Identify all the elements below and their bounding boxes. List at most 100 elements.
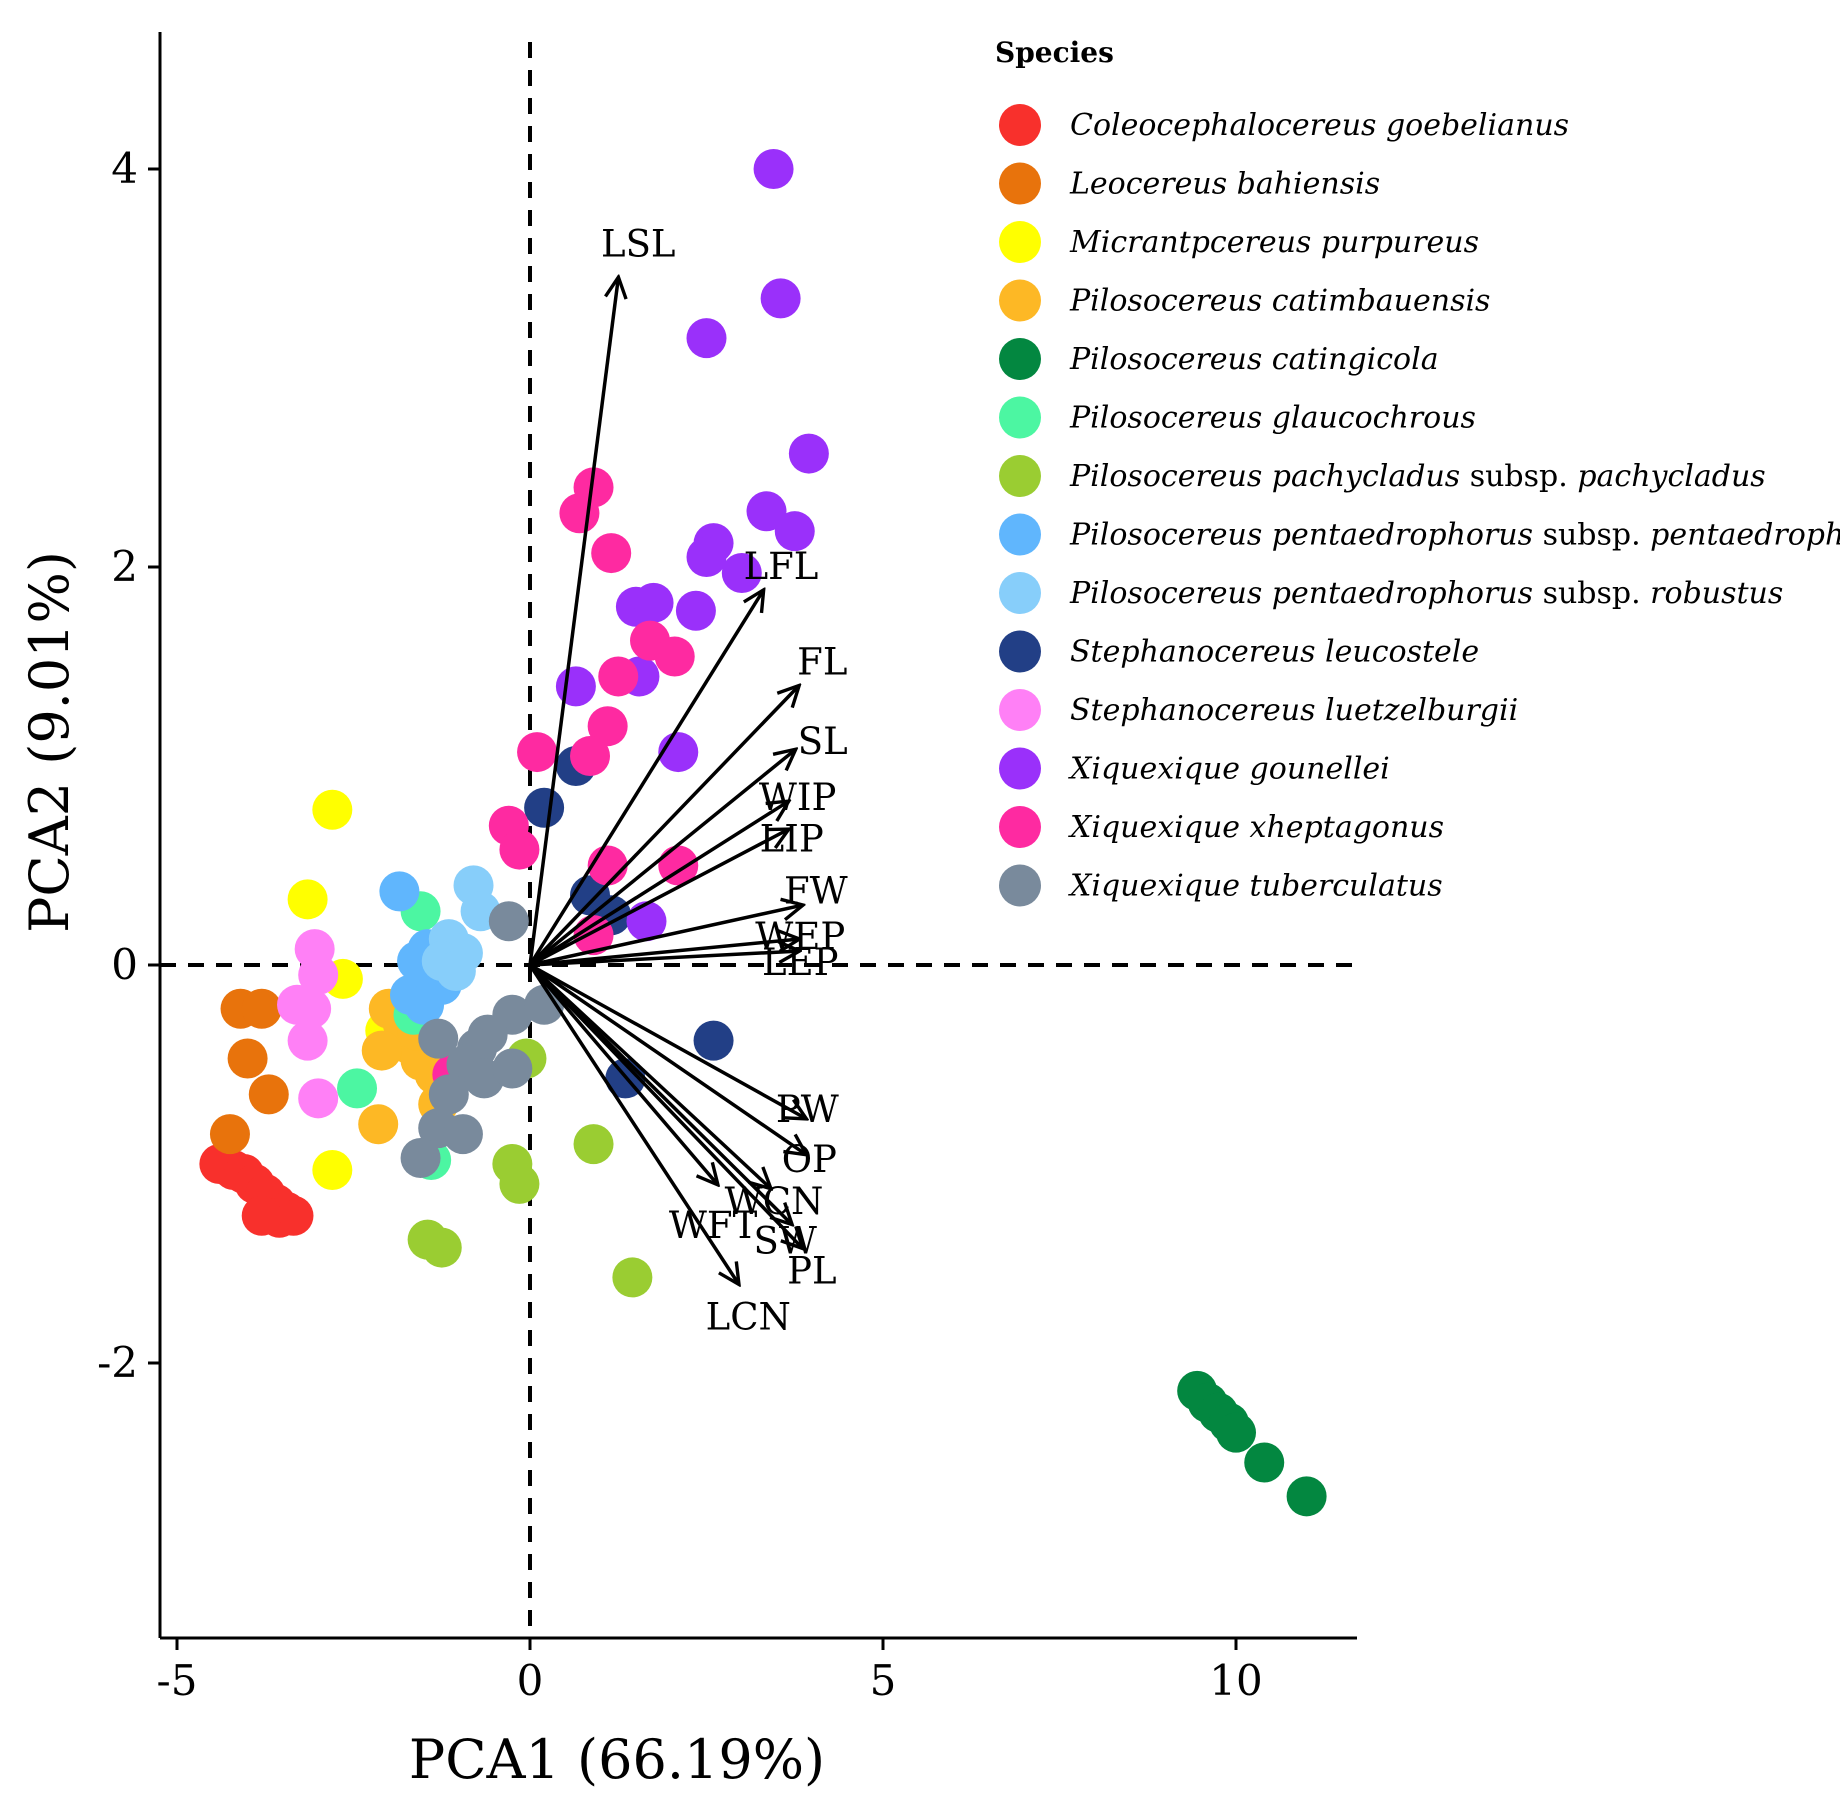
loading-arrow-wft [528, 963, 717, 1184]
point-xiquexique-gounellei [555, 666, 596, 707]
point-xiquexique-gounellei [686, 318, 727, 359]
point-xiquexique-gounellei [721, 552, 762, 593]
legend-swatch [999, 162, 1041, 205]
legend-label: Xiquexique tuberculatus [1068, 869, 1443, 904]
loading-label-sl: SL [798, 720, 848, 763]
loading-arrow-fl [528, 686, 798, 967]
loading-arrow-pl [528, 963, 802, 1248]
loading-label-fw: FW [784, 869, 848, 912]
loading-arrow-lfl [528, 591, 763, 966]
point-coleocephalocereus-goebelianus [241, 1195, 282, 1236]
y-axis-ticks: -2 0 2 4 [97, 144, 160, 1387]
loading-label-op: OP [782, 1138, 837, 1181]
loading-vectors: LSLLFLFLSLWIPLIPFWWEPLEPPWOPWCNWFTSWPLLC… [528, 222, 848, 1338]
point-xiquexique-xheptagonus [654, 636, 695, 677]
loading-arrow-wep [529, 939, 798, 967]
point-xiquexique-gounellei [686, 537, 727, 578]
point-pilosocereus-pachycladus-subsp-pachycladus [499, 1163, 540, 1204]
point-pilosocereus-pentaedrophorus-subsp-robustus [435, 950, 476, 991]
legend-label: Pilosocereus pachycladus subsp. pachycla… [1069, 459, 1766, 494]
y-tick-label: 2 [111, 542, 138, 591]
loading-label-lfl: LFL [744, 545, 819, 588]
point-leocereus-bahiensis [227, 1038, 268, 1079]
point-leocereus-bahiensis [241, 988, 282, 1029]
loading-label-lsl: LSL [601, 222, 676, 265]
point-pilosocereus-pachycladus-subsp-pachycladus [612, 1257, 653, 1298]
point-pilosocereus-catingicola [1286, 1476, 1327, 1517]
point-stephanocereus-luetzelburgii [298, 954, 339, 995]
point-xiquexique-tuberculatus [400, 1138, 441, 1179]
point-xiquexique-gounellei [746, 491, 787, 532]
loading-label-lip: LIP [760, 818, 824, 861]
legend-label: Xiquexique xheptagonus [1068, 810, 1444, 845]
y-tick-label: 4 [111, 144, 138, 193]
point-xiquexique-tuberculatus [418, 1018, 459, 1059]
loading-arrow-pw [529, 963, 805, 1118]
point-xiquexique-gounellei [760, 278, 801, 319]
point-pilosocereus-catimbauensis [361, 1030, 402, 1071]
legend-label: Pilosocereus catingicola [1069, 342, 1439, 377]
point-micrantpcereus-purpureus [312, 789, 353, 830]
loading-label-wip: WIP [759, 776, 837, 819]
point-xiquexique-xheptagonus [570, 736, 611, 777]
loading-arrow-lip [529, 830, 788, 967]
x-tick-label: -5 [157, 1656, 198, 1705]
y-tick-label: 0 [111, 940, 138, 989]
legend-swatch [999, 864, 1041, 907]
legend-swatch [999, 630, 1041, 673]
point-pilosocereus-catimbauensis [358, 1104, 399, 1145]
loading-arrow-fw [529, 905, 802, 967]
point-xiquexique-gounellei [675, 590, 716, 631]
legend-label: Pilosocereus pentaedrophorus subsp. pent… [1069, 518, 1840, 553]
x-axis-ticks: -5 0 5 10 [157, 1638, 1263, 1705]
point-xiquexique-tuberculatus [488, 901, 529, 942]
point-stephanocereus-luetzelburgii [298, 1078, 339, 1119]
y-tick-label: -2 [97, 1338, 138, 1387]
x-axis-title: PCA1 (66.19%) [409, 1728, 825, 1791]
y-axis-title: PCA2 (9.01%) [18, 551, 81, 933]
legend-label: Pilosocereus glaucochrous [1069, 401, 1476, 436]
point-pilosocereus-pachycladus-subsp-pachycladus [421, 1227, 462, 1268]
legend-swatch [999, 513, 1041, 556]
point-pilosocereus-catingicola [1216, 1412, 1256, 1453]
legend-swatch [999, 806, 1041, 848]
loading-arrow-wcn [528, 963, 770, 1188]
point-pilosocereus-pentaedrophorus-subsp-pentaedrophorus [379, 871, 420, 912]
point-xiquexique-xheptagonus [587, 706, 628, 747]
legend-label: Pilosocereus catimbauensis [1069, 284, 1490, 319]
point-xiquexique-gounellei [788, 433, 829, 474]
point-pilosocereus-glaucochrous [337, 1068, 378, 1109]
legend-swatch [999, 338, 1041, 380]
loading-arrow-lcn [528, 964, 738, 1283]
point-xiquexique-xheptagonus [591, 533, 632, 574]
loading-arrow-op [529, 963, 805, 1154]
point-xiquexique-xheptagonus [559, 493, 600, 534]
loading-label-pw: PW [776, 1088, 839, 1131]
loading-label-lep: LEP [762, 941, 838, 984]
point-micrantpcereus-purpureus [312, 1149, 353, 1190]
point-stephanocereus-leucostele [693, 1020, 734, 1061]
legend-label: Micrantpcereus purpureus [1069, 225, 1479, 260]
point-xiquexique-tuberculatus [428, 1074, 469, 1115]
legend-swatch [999, 572, 1041, 614]
loading-label-wft: WFT [669, 1204, 758, 1247]
loading-arrow-lep [529, 951, 798, 967]
point-xiquexique-gounellei [774, 511, 815, 552]
point-xiquexique-xheptagonus [598, 656, 639, 697]
loading-label-pl: PL [787, 1250, 836, 1293]
legend: Species Coleocephalocereus goebelianus Le… [995, 36, 1840, 907]
point-stephanocereus-luetzelburgii [291, 988, 332, 1029]
point-xiquexique-xheptagonus [499, 829, 540, 870]
point-stephanocereus-leucostele [524, 787, 565, 828]
legend-swatch [999, 221, 1041, 263]
loading-arrow-sl [528, 750, 795, 967]
legend-swatch [999, 689, 1041, 731]
legend-label: Stephanocereus luetzelburgii [1070, 693, 1518, 728]
legend-swatch [999, 747, 1041, 790]
point-leocereus-bahiensis [209, 1114, 250, 1155]
legend-label: Xiquexique gounellei [1068, 752, 1390, 787]
legend-swatch [999, 455, 1041, 497]
point-xiquexique-tuberculatus [442, 1114, 483, 1155]
legend-label: Coleocephalocereus goebelianus [1070, 108, 1569, 143]
